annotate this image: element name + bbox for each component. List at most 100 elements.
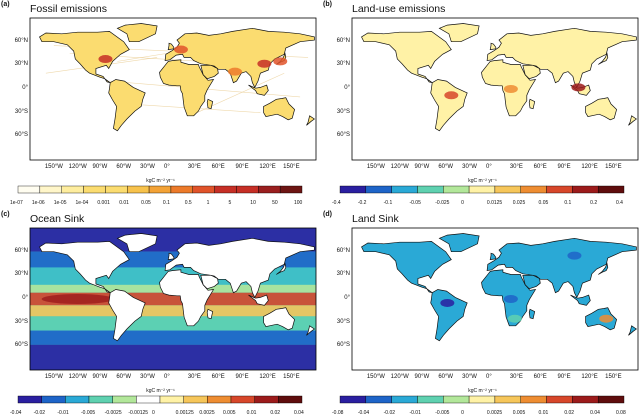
panel-label: (a) (1, 1, 10, 8)
longitude-label: 0° (486, 164, 492, 170)
longitude-label: 90°E (557, 164, 571, 170)
continent-madagascar (528, 308, 536, 320)
latitude-label: 30°N (336, 61, 350, 68)
colorbar-segment (339, 395, 367, 404)
colorbar-tick-label: 0.5 (184, 200, 192, 206)
continent-newzealand (306, 115, 316, 126)
colorbar-tick-label: 1e-07 (10, 200, 23, 206)
latitude-label: 30°N (14, 271, 28, 278)
colorbar-tick-label: -0.2 (357, 200, 367, 206)
flux-hotspot (503, 295, 518, 303)
latitude-label: 60°N (14, 37, 28, 44)
colorbar-segment (254, 395, 279, 404)
longitude-label: 90°W (414, 164, 430, 170)
colorbar-segment (207, 395, 232, 404)
colorbar-tick-label: 100 (294, 200, 303, 206)
panel-label: (c) (1, 211, 10, 218)
colorbar-tick-label: -0.0025 (104, 410, 122, 416)
map-ocean-sink (17, 227, 317, 404)
longitude-label: 60°W (116, 374, 132, 380)
colorbar-segment (417, 185, 444, 194)
longitude-label: 60°E (533, 164, 547, 170)
continent-arabia (522, 274, 541, 290)
colorbar-segment (65, 395, 90, 404)
colorbar-segment (597, 395, 625, 404)
colorbar-tick-label: 0 (461, 410, 464, 416)
colorbar-segment (468, 395, 496, 404)
map-land-use-emissions (339, 17, 639, 194)
longitude-label: 60°E (211, 374, 225, 380)
longitude-label: 120°W (390, 164, 409, 170)
continent-uk (489, 42, 497, 51)
colorbar-segment (39, 185, 62, 194)
longitude-label: 120°E (259, 374, 276, 380)
ocean-flux-band (30, 316, 316, 331)
colorbar-segment (258, 185, 281, 194)
colorbar-tick-label: 1e-06 (31, 200, 45, 206)
longitude-label: 0° (164, 164, 170, 170)
colorbar-tick-label: 0.4 (616, 200, 623, 206)
continent-greenland (438, 233, 480, 253)
continent-madagascar (528, 98, 536, 110)
colorbar-tick-label: 0.0125 (486, 200, 503, 206)
longitude-label: 150°E (283, 374, 300, 380)
colorbar-segment (391, 185, 418, 194)
latitude-label: 60°N (336, 37, 350, 44)
shipping-route (141, 104, 261, 113)
map-fossil-emissions (17, 17, 317, 194)
colorbar-tick-label: 1 (206, 200, 210, 206)
latitude-label: 60°S (14, 342, 28, 349)
colorbar-title: kgC m⁻² yr⁻¹ (146, 178, 175, 184)
pacific-outgassing (41, 294, 114, 304)
longitude-label: 30°W (462, 164, 477, 170)
continent-japan (276, 262, 287, 275)
longitude-label: 30°E (187, 374, 201, 380)
colorbar-segment (105, 185, 128, 194)
colorbar-tick-label: 0.04 (590, 410, 600, 416)
latitude-label: 60°N (336, 247, 350, 254)
colorbar-tick-label: -0.005 (81, 410, 96, 416)
colorbar-segment (546, 395, 573, 404)
panel-title: Land-use emissions (352, 3, 446, 15)
colorbar-tick-label: 0.0025 (486, 410, 503, 416)
colorbar-tick-label: -0.04 (10, 410, 22, 416)
continent-australia (585, 97, 617, 121)
panel-title: Ocean Sink (30, 213, 85, 225)
longitude-label: 120°E (581, 164, 598, 170)
latitude-label: 30°S (14, 108, 28, 115)
continent-greenland (438, 23, 480, 43)
colorbar-segment (83, 185, 106, 194)
longitude-label: 30°W (462, 374, 477, 380)
colorbar-tick-label: 10 (250, 200, 256, 206)
continent-samerica (430, 289, 468, 342)
colorbar-segment (494, 185, 521, 194)
longitude-label: 150°W (366, 164, 385, 170)
colorbar-tick-label: -0.00125 (128, 410, 149, 416)
flux-hotspot (227, 67, 242, 76)
colorbar-tick-label: -0.005 (435, 410, 450, 416)
continent-japan (598, 262, 609, 275)
longitude-label: 150°W (366, 374, 385, 380)
continent-newzealand (628, 115, 638, 126)
longitude-label: 60°W (438, 374, 454, 380)
flux-hotspot (416, 259, 431, 268)
latitude-label: 60°S (336, 132, 350, 139)
latitude-label: 30°N (336, 271, 350, 278)
longitude-label: 150°E (283, 164, 300, 170)
colorbar-tick-label: -0.04 (357, 410, 370, 416)
continent-samerica (108, 79, 146, 132)
colorbar-segment (443, 185, 470, 194)
longitude-label: 90°E (235, 164, 249, 170)
longitude-label: 150°E (605, 374, 622, 380)
colorbar-segment (520, 185, 547, 194)
colorbar-segment (17, 185, 41, 194)
panel-title: Land Sink (352, 213, 399, 225)
panel-fossil-emissions: (a) Fossil emissions kgC m⁻² yr⁻¹ 60°N 30… (0, 0, 321, 210)
longitude-label: 90°W (92, 374, 108, 380)
latitude-label: 0° (22, 85, 28, 91)
panel-land-use-emissions: (b) Land-use emissions kgC m⁻² yr⁻¹ 60°N… (322, 0, 643, 210)
flux-hotspot (571, 83, 586, 92)
colorbar-segment (88, 395, 113, 404)
longitude-label: 120°E (581, 374, 598, 380)
panel-land-sink: (d) Land Sink kgC m⁻² yr⁻¹ 60°N 30°N 0° 30°… (322, 210, 643, 420)
